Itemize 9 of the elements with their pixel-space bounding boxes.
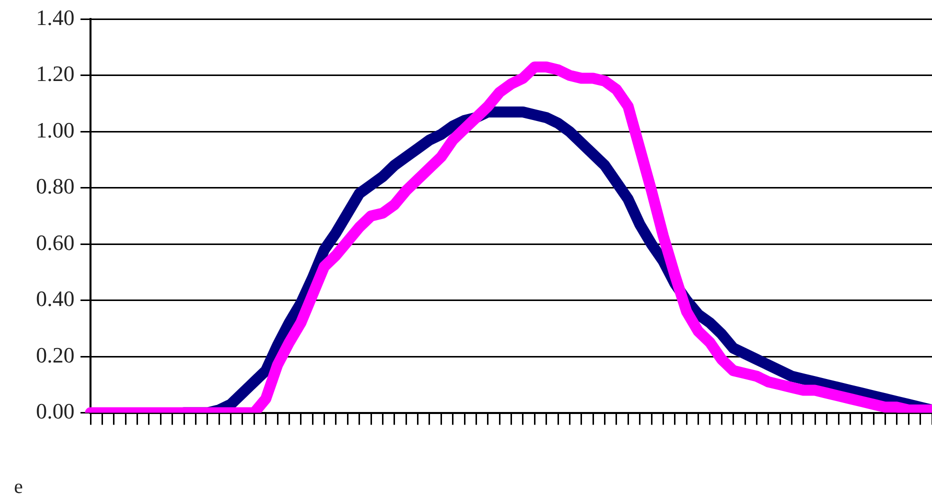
y-tick-label: 0.80	[36, 174, 74, 199]
y-tick-label: 1.20	[36, 61, 74, 86]
y-tick-label: 0.20	[36, 342, 74, 368]
y-tick-label: 1.40	[36, 4, 74, 30]
text: e	[14, 476, 23, 499]
y-tick-label: 0.40	[36, 286, 74, 312]
y-tick-label: 0.00	[36, 398, 74, 424]
y-tick-label: 1.00	[36, 117, 74, 142]
y-tick-label: 0.60	[36, 230, 74, 255]
